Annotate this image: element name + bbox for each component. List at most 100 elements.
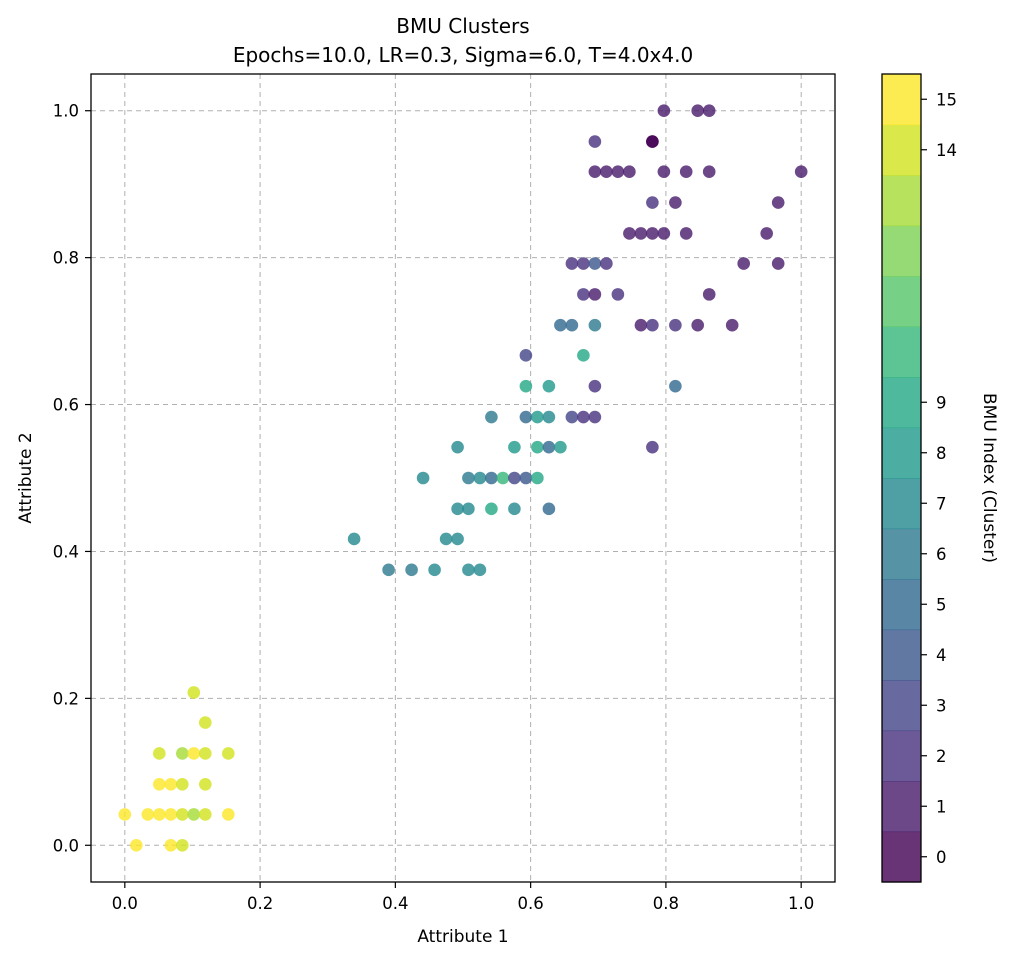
data-point: [222, 808, 235, 821]
colorbar-segment: [882, 124, 921, 176]
x-axis-ticks: 0.0 0.2 0.4 0.6 0.8 1.0: [112, 882, 814, 913]
data-point: [405, 563, 418, 577]
data-point: [657, 165, 671, 178]
colorbar-segment: [882, 377, 921, 429]
data-point: [439, 532, 453, 546]
data-point: [737, 257, 750, 270]
colorbar: 0 1 2 3 4 5 6 7 8 9 14 15: [882, 74, 957, 883]
data-point: [565, 257, 579, 270]
y-tick-label: 0.2: [53, 689, 79, 708]
colorbar-segment: [882, 579, 921, 631]
data-point: [554, 318, 567, 332]
data-point: [634, 318, 648, 332]
data-point: [153, 808, 166, 821]
data-point: [508, 471, 521, 485]
data-point: [588, 257, 602, 270]
colorbar-segment: [882, 225, 921, 277]
data-point: [496, 471, 510, 485]
data-point: [485, 410, 498, 424]
data-point: [531, 471, 544, 485]
data-point: [176, 808, 189, 821]
x-tick-label: 0.6: [518, 894, 544, 913]
data-point: [646, 440, 659, 454]
data-point: [646, 227, 659, 240]
data-point: [416, 471, 430, 485]
colorbar-segment: [882, 326, 921, 378]
colorbar-tick-label: 5: [936, 595, 947, 614]
colorbar-frame: [881, 73, 922, 883]
data-point: [702, 165, 716, 178]
data-point: [542, 379, 556, 393]
colorbar-segment: [882, 781, 921, 833]
data-point: [508, 502, 521, 516]
data-point: [691, 104, 704, 118]
data-point: [164, 778, 178, 791]
data-point: [508, 440, 521, 454]
chart-title: BMU Clusters: [396, 14, 529, 38]
data-point: [485, 471, 498, 485]
data-point: [199, 716, 212, 729]
data-point: [473, 471, 487, 485]
data-point: [646, 196, 659, 209]
data-point: [794, 165, 808, 178]
data-point: [451, 532, 464, 546]
data-point: [657, 104, 671, 118]
colorbar-tick-label: 4: [936, 646, 947, 665]
data-point: [118, 808, 132, 821]
data-point: [176, 747, 189, 760]
colorbar-segment: [882, 427, 921, 479]
data-point: [577, 410, 590, 424]
data-point: [519, 379, 533, 393]
plot-frame: [90, 73, 836, 883]
data-point: [187, 747, 201, 760]
data-point: [588, 410, 602, 424]
y-tick-label: 0.4: [53, 542, 79, 561]
data-point: [771, 196, 785, 209]
data-point: [646, 135, 659, 148]
colorbar-segment: [882, 175, 921, 227]
colorbar-segment: [882, 478, 921, 530]
data-point: [199, 747, 212, 760]
data-point: [588, 165, 602, 178]
data-point: [382, 563, 395, 577]
colorbar-tick-label: 6: [936, 545, 947, 564]
data-point: [141, 808, 155, 821]
data-point: [187, 686, 201, 699]
data-point: [565, 318, 579, 332]
data-point: [611, 165, 625, 178]
colorbar-segment: [882, 528, 921, 580]
y-axis-label: Attribute 2: [16, 432, 36, 523]
data-point: [347, 532, 361, 546]
x-tick-label: 0.0: [112, 894, 138, 913]
y-tick-label: 1.0: [53, 102, 79, 121]
data-point: [130, 838, 143, 852]
data-point: [531, 440, 544, 454]
data-point: [771, 257, 785, 270]
colorbar-tick-label: 1: [936, 797, 947, 816]
colorbar-segment: [882, 680, 921, 732]
colorbar-tick-label: 9: [936, 393, 947, 412]
data-point: [153, 778, 166, 791]
x-tick-label: 0.4: [382, 894, 408, 913]
chart-subtitle: Epochs=10.0, LR=0.3, Sigma=6.0, T=4.0x4.…: [233, 43, 693, 67]
data-point: [679, 165, 693, 178]
y-tick-label: 0.6: [53, 396, 79, 415]
colorbar-segment: [882, 276, 921, 328]
data-point: [187, 808, 201, 821]
x-axis-label: Attribute 1: [417, 927, 508, 947]
data-point: [725, 318, 739, 332]
data-point: [577, 288, 590, 301]
data-point: [531, 410, 544, 424]
data-point: [164, 838, 178, 852]
data-point: [702, 104, 716, 118]
colorbar-tick-label: 7: [936, 494, 947, 513]
colorbar-segment: [882, 629, 921, 681]
data-point: [577, 257, 590, 270]
colorbar-tick-label: 2: [936, 747, 947, 766]
colorbar-tick-label: 8: [936, 444, 947, 463]
data-point: [462, 471, 475, 485]
data-point: [485, 502, 498, 516]
data-point: [600, 257, 613, 270]
data-point: [634, 227, 648, 240]
